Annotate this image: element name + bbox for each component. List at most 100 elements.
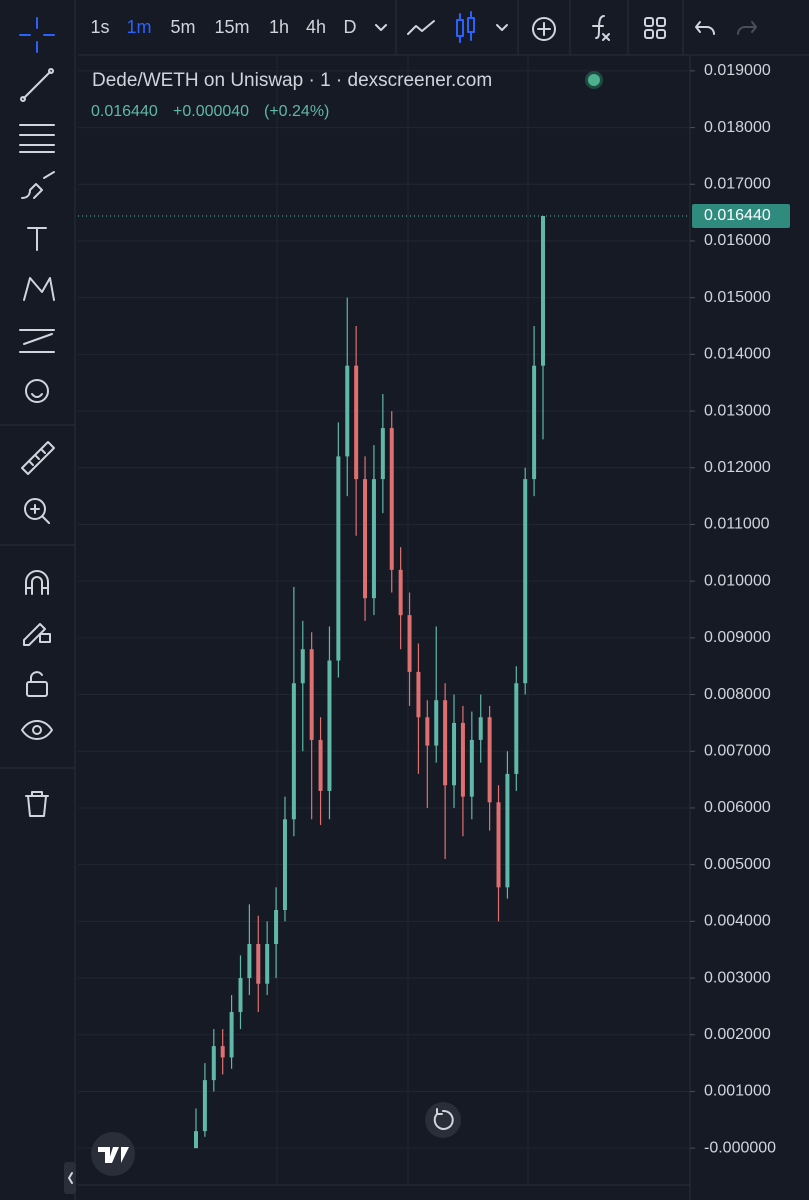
y-tick-label: 0.004000 bbox=[704, 913, 771, 930]
reset-button[interactable] bbox=[425, 1102, 461, 1138]
y-tick-label: 0.014000 bbox=[704, 346, 771, 363]
interval-button[interactable]: 5m bbox=[170, 17, 195, 37]
interval-button[interactable]: D bbox=[344, 17, 357, 37]
candle-body bbox=[345, 365, 350, 457]
candle-body bbox=[371, 479, 376, 599]
candle-body bbox=[354, 365, 359, 480]
candle-body bbox=[487, 717, 492, 803]
text-tool[interactable] bbox=[27, 227, 47, 251]
candle-body bbox=[363, 479, 368, 599]
candle-body bbox=[496, 802, 501, 888]
visibility-tool[interactable] bbox=[21, 720, 53, 740]
candle-body bbox=[256, 944, 261, 984]
candle-body bbox=[425, 717, 430, 746]
candle-body bbox=[309, 649, 314, 740]
y-tick-label: 0.012000 bbox=[704, 459, 771, 476]
last-price-label: 0.016440 bbox=[704, 207, 771, 224]
status-dot bbox=[588, 74, 600, 86]
layout-button[interactable] bbox=[644, 17, 666, 39]
undo-button[interactable] bbox=[695, 21, 715, 35]
candle-body bbox=[247, 944, 252, 979]
interval-dropdown[interactable] bbox=[375, 24, 387, 31]
chart-type-dropdown[interactable] bbox=[496, 24, 508, 31]
grid bbox=[78, 70, 695, 1149]
brush-tool[interactable] bbox=[21, 171, 55, 199]
candle-body bbox=[380, 428, 385, 480]
candle-body bbox=[220, 1046, 225, 1058]
crosshair-tool[interactable] bbox=[19, 17, 55, 53]
candle-body bbox=[416, 671, 421, 718]
candle-body bbox=[265, 944, 270, 984]
candle-body bbox=[300, 649, 305, 684]
interval-button[interactable]: 1h bbox=[269, 17, 289, 37]
collapse-icon bbox=[68, 1172, 73, 1184]
delete-tool[interactable] bbox=[25, 791, 49, 817]
y-tick-label: 0.003000 bbox=[704, 969, 771, 986]
y-tick-label: 0.016000 bbox=[704, 232, 771, 249]
candle-body bbox=[282, 819, 287, 911]
prediction-tool[interactable] bbox=[19, 329, 55, 353]
candle-body bbox=[202, 1080, 207, 1132]
y-tick-label: 0.008000 bbox=[704, 686, 771, 703]
y-tick-label: 0.001000 bbox=[704, 1083, 771, 1100]
interval-button[interactable]: 4h bbox=[306, 17, 326, 37]
magnet-tool[interactable] bbox=[25, 570, 49, 595]
fib-tool[interactable] bbox=[19, 124, 55, 153]
candle-body bbox=[505, 773, 510, 888]
candle-body bbox=[274, 910, 279, 945]
candle-body bbox=[229, 1012, 234, 1058]
legend-change: +0.000040 bbox=[173, 103, 249, 120]
candle-body bbox=[407, 615, 412, 672]
candle-body bbox=[460, 722, 465, 797]
y-tick-label: 0.002000 bbox=[704, 1026, 771, 1043]
candle-body bbox=[398, 569, 403, 616]
indicator-button[interactable] bbox=[532, 17, 556, 41]
candle-body bbox=[194, 1131, 198, 1149]
candle-body bbox=[318, 739, 323, 791]
interval-group: 1s 1m 5m 15m 1h 4h D bbox=[90, 17, 356, 37]
candle-body bbox=[238, 978, 243, 1013]
candle-body bbox=[336, 456, 341, 661]
interval-button[interactable]: 15m bbox=[214, 17, 249, 37]
y-tick-label: 0.010000 bbox=[704, 572, 771, 589]
candle-body bbox=[434, 700, 439, 746]
y-tick-label: 0.005000 bbox=[704, 856, 771, 873]
candle-body bbox=[291, 683, 296, 820]
candle-body bbox=[514, 683, 519, 774]
lock-tool[interactable] bbox=[26, 671, 48, 697]
pattern-tool[interactable] bbox=[23, 277, 55, 301]
y-tick-label: 0.019000 bbox=[704, 62, 771, 79]
candle-body bbox=[469, 739, 474, 797]
trend-line-tool[interactable] bbox=[20, 68, 54, 102]
legend-change-pct: (+0.24%) bbox=[264, 103, 329, 120]
y-tick-label: 0.006000 bbox=[704, 799, 771, 816]
interval-button[interactable]: 1m bbox=[126, 17, 151, 37]
candles bbox=[194, 216, 545, 1149]
y-tick-label: 0.015000 bbox=[704, 289, 771, 306]
line-style-button[interactable] bbox=[407, 20, 435, 35]
zoom-tool[interactable] bbox=[24, 498, 50, 524]
symbol-title: Dede/WETH on Uniswap · 1 · dexscreener.c… bbox=[92, 70, 492, 91]
lock-drawings-tool[interactable] bbox=[23, 623, 51, 646]
emoji-tool[interactable] bbox=[25, 379, 49, 403]
fx-button[interactable] bbox=[592, 15, 610, 41]
ruler-tool[interactable] bbox=[21, 441, 55, 475]
redo-button[interactable] bbox=[737, 21, 757, 35]
y-tick-label: 0.011000 bbox=[704, 516, 770, 533]
interval-button[interactable]: 1s bbox=[90, 17, 109, 37]
legend-price: 0.016440 bbox=[91, 103, 158, 120]
y-tick-label: 0.007000 bbox=[704, 742, 771, 759]
candle-style-button[interactable] bbox=[456, 11, 475, 43]
y-tick-label: -0.000000 bbox=[704, 1139, 776, 1156]
candle-body bbox=[327, 660, 332, 791]
candle-body bbox=[389, 428, 394, 570]
y-tick-label: 0.013000 bbox=[704, 402, 771, 419]
candle-body bbox=[523, 479, 528, 684]
y-tick-label: 0.018000 bbox=[704, 119, 771, 136]
candle-body bbox=[541, 216, 545, 366]
y-tick-label: 0.009000 bbox=[704, 629, 771, 646]
candle-body bbox=[478, 717, 483, 740]
